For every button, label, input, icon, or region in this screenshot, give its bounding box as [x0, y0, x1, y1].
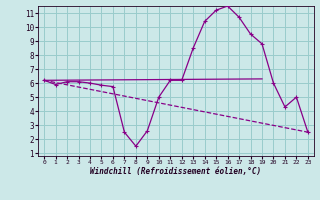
- X-axis label: Windchill (Refroidissement éolien,°C): Windchill (Refroidissement éolien,°C): [91, 167, 261, 176]
